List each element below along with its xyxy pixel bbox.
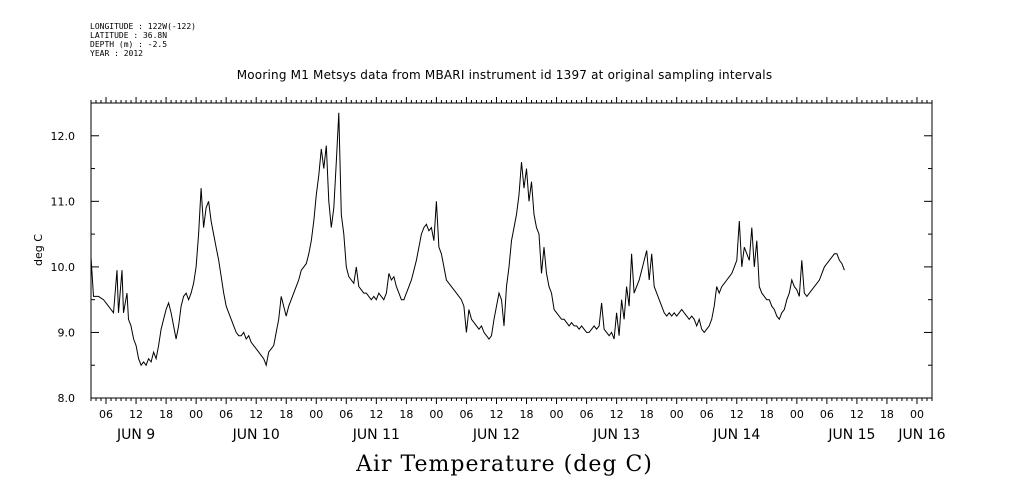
x-axis-title: Air Temperature (deg C) [356, 452, 653, 477]
latitude-label: LATITUDE : 36.8N [90, 31, 168, 40]
x-tick-label: 06 [700, 408, 714, 421]
x-tick-label: 18 [760, 408, 774, 421]
axis-ticks [90, 97, 933, 404]
x-tick-label: 12 [730, 408, 744, 421]
x-tick-label: 00 [790, 408, 804, 421]
y-axis-label: deg C [32, 234, 45, 266]
depth-label: DEPTH (m) : -2.5 [90, 40, 168, 49]
x-tick-label: 12 [850, 408, 864, 421]
x-tick-label: 06 [459, 408, 473, 421]
x-tick-label: 18 [159, 408, 173, 421]
x-tick-label: 18 [880, 408, 894, 421]
x-tick-label: 06 [580, 408, 594, 421]
temperature-series-line [90, 112, 845, 368]
day-label: JUN 16 [897, 427, 945, 443]
day-labels: JUN 9 JUN 10 JUN 11 JUN 12 JUN 13 JUN 14 JUN 1… [116, 427, 946, 443]
x-tick-label: 18 [399, 408, 413, 421]
y-tick-label: 8.0 [58, 392, 76, 405]
x-tick-labels: 06 12 18 00 06 12 18 00 06 12 18 00 06 12 18 00 06 12 18 00… [99, 408, 924, 421]
y-tick-label: 10.0 [51, 261, 76, 274]
day-label: JUN 10 [232, 427, 280, 443]
x-tick-label: 12 [610, 408, 624, 421]
x-tick-label: 00 [670, 408, 684, 421]
x-tick-label: 18 [520, 408, 534, 421]
x-tick-label: 06 [339, 408, 353, 421]
x-tick-label: 00 [910, 408, 924, 421]
x-tick-label: 06 [820, 408, 834, 421]
x-tick-label: 18 [279, 408, 293, 421]
x-tick-label: 06 [99, 408, 113, 421]
day-label: JUN 13 [592, 427, 640, 443]
day-label: JUN 9 [116, 427, 155, 443]
x-tick-label: 06 [219, 408, 233, 421]
x-tick-label: 12 [249, 408, 263, 421]
day-label: JUN 15 [827, 427, 875, 443]
mooring-metadata: LONGITUDE : 122W(-122) LATITUDE : 36.8N … [90, 22, 196, 58]
x-tick-label: 12 [369, 408, 383, 421]
day-label: JUN 12 [472, 427, 520, 443]
y-tick-label: 9.0 [58, 326, 76, 339]
day-label: JUN 14 [712, 427, 760, 443]
x-tick-label: 00 [550, 408, 564, 421]
year-label: YEAR : 2012 [90, 49, 143, 58]
x-tick-label: 00 [429, 408, 443, 421]
x-tick-label: 00 [189, 408, 203, 421]
x-tick-label: 12 [489, 408, 503, 421]
y-tick-label: 11.0 [51, 195, 76, 208]
day-label: JUN 11 [352, 427, 400, 443]
y-tick-label: 12.0 [51, 130, 76, 143]
y-tick-labels: 8.0 9.0 10.0 11.0 12.0 [51, 130, 76, 405]
x-tick-label: 18 [640, 408, 654, 421]
x-tick-label: 12 [129, 408, 143, 421]
x-tick-label: 00 [309, 408, 323, 421]
longitude-label: LONGITUDE : 122W(-122) [90, 22, 196, 31]
plot-title: Mooring M1 Metsys data from MBARI instru… [236, 68, 773, 82]
